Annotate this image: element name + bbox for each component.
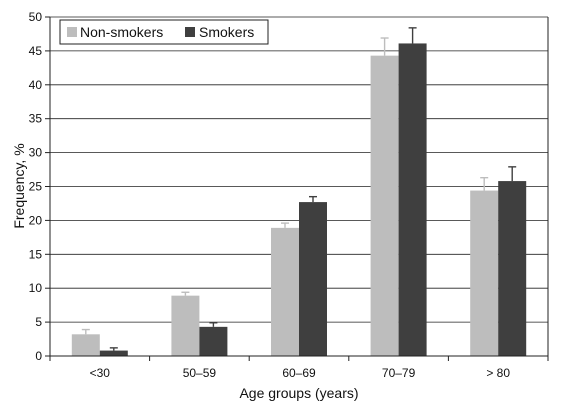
gridlines: [50, 16, 548, 323]
x-tick-label: 60–69: [282, 366, 316, 380]
y-axis-title: Frequency, %: [11, 143, 27, 228]
error-bars: [81, 27, 517, 351]
legend-swatch-non-smokers: [67, 27, 77, 37]
y-tick-label: 25: [29, 180, 43, 194]
x-axis-title: Age groups (years): [239, 385, 358, 401]
x-tick-label: 70–79: [382, 366, 416, 380]
legend-box: [59, 19, 269, 45]
bar: [99, 350, 128, 356]
x-tick-label: <30: [90, 366, 111, 380]
bars: [71, 43, 527, 357]
y-tick-label: 50: [29, 10, 43, 24]
legend-label-non-smokers: Non-smokers: [80, 24, 163, 40]
x-tick-label: 50–59: [183, 366, 217, 380]
y-tick-label: 10: [29, 281, 43, 295]
y-tick-label: 0: [35, 349, 42, 363]
y-tick-label: 35: [29, 112, 43, 126]
bar: [498, 181, 527, 356]
legend: Non-smokers Smokers: [59, 19, 269, 45]
bar: [171, 295, 200, 356]
bar: [370, 55, 399, 357]
y-tick-label: 15: [29, 247, 43, 261]
bar: [299, 202, 327, 356]
y-tick-label: 20: [29, 213, 43, 227]
y-tick-label: 40: [29, 78, 43, 92]
bar: [398, 43, 427, 356]
bar: [71, 334, 100, 356]
x-ticks: <30 50–59 60–69 70–79 > 80: [49, 356, 549, 380]
y-tick-label: 45: [29, 44, 43, 58]
legend-label-smokers: Smokers: [199, 24, 254, 40]
y-ticks: 0 5 10 15 20 25 30 35 40 45 50: [29, 10, 50, 363]
legend-swatch-smokers: [185, 27, 195, 37]
bar: [199, 326, 228, 356]
bar: [470, 190, 499, 356]
y-tick-label: 30: [29, 146, 43, 160]
x-tick-label: > 80: [486, 366, 510, 380]
bar: [271, 227, 299, 356]
y-tick-label: 5: [35, 315, 42, 329]
